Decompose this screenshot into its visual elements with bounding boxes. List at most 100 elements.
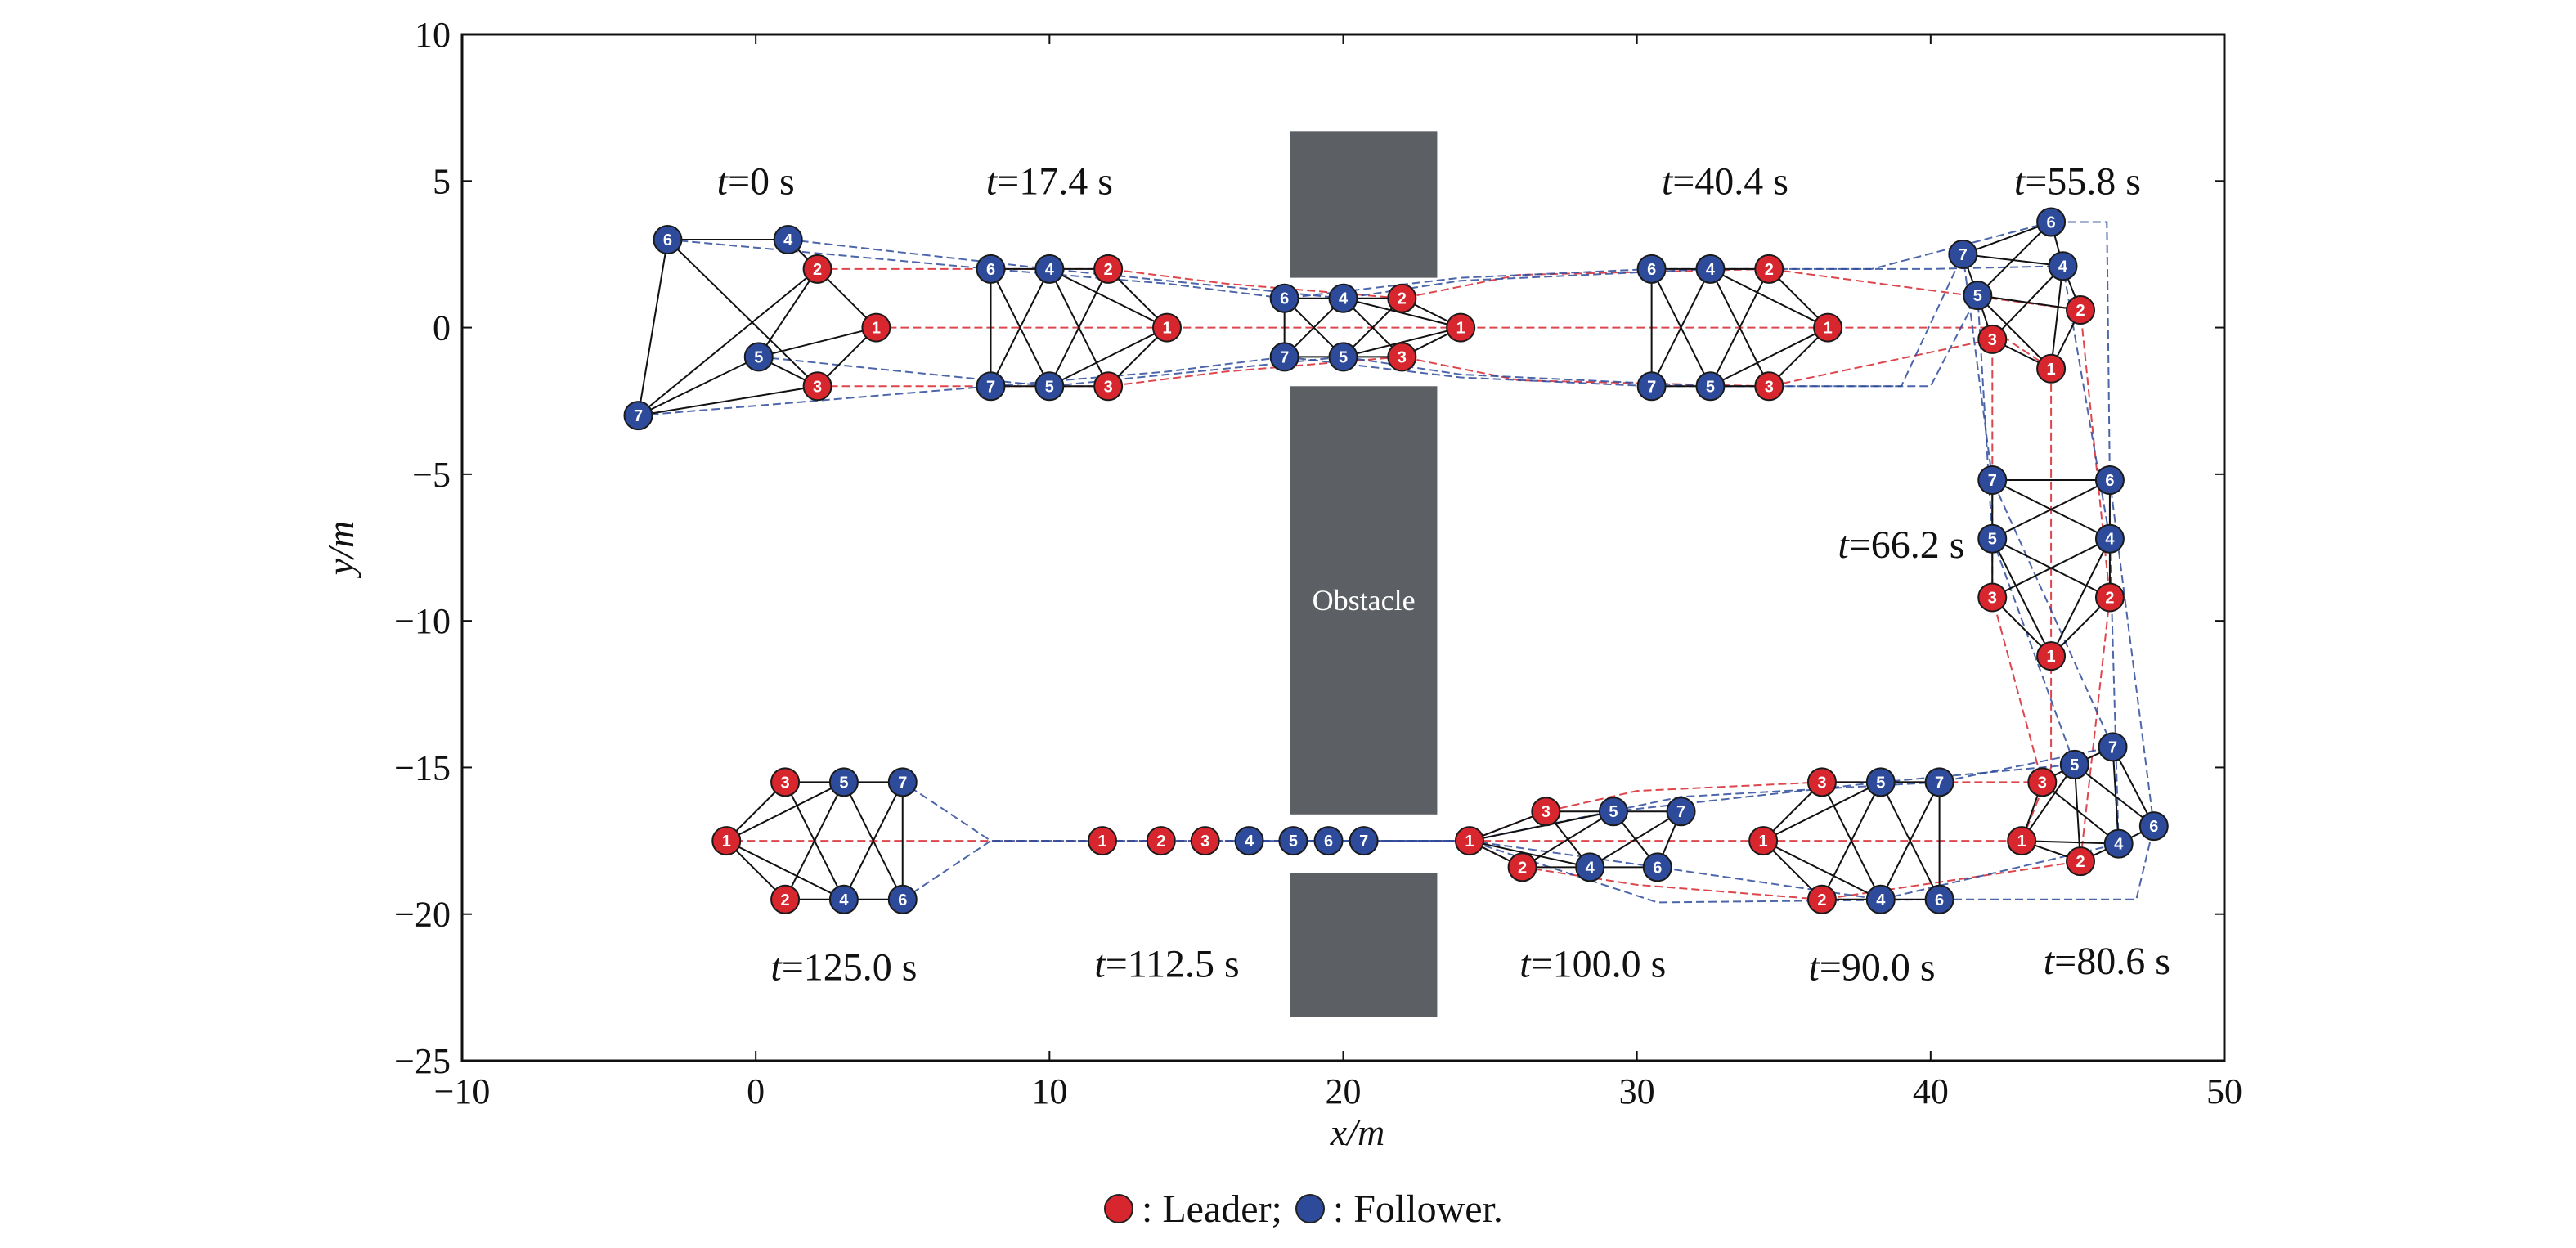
node-id-label: 3 bbox=[1542, 803, 1551, 821]
leader-node bbox=[1806, 884, 1837, 914]
leader-node bbox=[2036, 641, 2067, 671]
leader-node bbox=[1446, 312, 1476, 343]
formation-edge bbox=[1977, 221, 2052, 296]
formation-edge bbox=[784, 781, 845, 900]
formation-edge bbox=[1048, 267, 1168, 329]
x-tick-label: 0 bbox=[747, 1071, 765, 1111]
follower-node bbox=[2138, 811, 2169, 842]
y-tick-label: 5 bbox=[433, 161, 451, 201]
node-id-label: 2 bbox=[1156, 833, 1165, 851]
follower-node bbox=[1642, 852, 1672, 882]
obstacle-block-1 bbox=[1290, 131, 1438, 278]
x-tick-label: 20 bbox=[1326, 1071, 1362, 1111]
node-id-label: 4 bbox=[1706, 261, 1716, 279]
formation-edge bbox=[1991, 538, 2052, 657]
formation-edge bbox=[666, 239, 819, 388]
node-id-label: 6 bbox=[1647, 261, 1656, 279]
formation-edge bbox=[1469, 840, 1591, 869]
follower-node bbox=[1963, 281, 1993, 311]
follower-node bbox=[1695, 371, 1726, 402]
snapshot-time-label: t=80.6 s bbox=[2044, 940, 2170, 983]
formation-edge bbox=[1710, 267, 1829, 329]
node-id-label: 5 bbox=[1706, 378, 1715, 396]
leader-node bbox=[711, 826, 742, 856]
formation-edge bbox=[1709, 268, 1770, 387]
follower-trajectory-7 bbox=[638, 251, 2114, 842]
node-id-label: 6 bbox=[986, 261, 995, 279]
node-id-label: 5 bbox=[1988, 531, 1997, 549]
node-id-label: 1 bbox=[722, 833, 731, 851]
formation-edge bbox=[1977, 294, 2081, 312]
leader-trajectory-2 bbox=[817, 267, 2111, 900]
node-id-label: 4 bbox=[2105, 531, 2115, 549]
formation-edge bbox=[1710, 326, 1829, 388]
leader-node bbox=[1087, 826, 1117, 856]
leader-node bbox=[1454, 826, 1484, 856]
formation-edge bbox=[1991, 479, 2111, 540]
leader-node bbox=[861, 312, 891, 343]
node-id-label: 6 bbox=[2149, 818, 2158, 836]
leader-node bbox=[1093, 371, 1124, 402]
node-id-label: 5 bbox=[839, 774, 848, 792]
leader-node bbox=[802, 371, 832, 402]
time-variable: t bbox=[1519, 943, 1532, 986]
obstacle-label: Obstacle bbox=[1313, 584, 1416, 617]
leader-node bbox=[2066, 846, 2096, 877]
leader-node bbox=[1387, 283, 1417, 313]
leader-node bbox=[2007, 826, 2037, 856]
node-id-label: 6 bbox=[898, 891, 907, 909]
node-id-label: 6 bbox=[2105, 472, 2114, 490]
node-id-label: 3 bbox=[781, 774, 790, 792]
node-id-label: 7 bbox=[2108, 738, 2117, 756]
y-tick-label: −15 bbox=[394, 747, 451, 788]
node-id-label: 1 bbox=[2017, 833, 2026, 851]
follower-node bbox=[2059, 749, 2089, 779]
follower-node bbox=[2048, 251, 2078, 281]
obstacle-layer: Obstacle bbox=[1290, 131, 1438, 1017]
x-tick-label: 30 bbox=[1619, 1071, 1655, 1111]
obstacle-block-3 bbox=[1290, 873, 1438, 1017]
x-tick-label: −10 bbox=[434, 1071, 491, 1111]
follower-node bbox=[1865, 884, 1896, 914]
node-id-label: 6 bbox=[1324, 833, 1333, 851]
follower-node bbox=[2094, 523, 2125, 554]
formation-edge bbox=[2050, 538, 2111, 657]
y-tick-label: −10 bbox=[394, 601, 451, 641]
node-id-label: 1 bbox=[1759, 833, 1768, 851]
formation-edge bbox=[1991, 537, 2111, 599]
follower-node bbox=[1924, 767, 1954, 797]
follower-node bbox=[1034, 371, 1065, 402]
follower-node bbox=[976, 254, 1006, 284]
follower-node bbox=[1234, 826, 1264, 856]
follower-node bbox=[773, 225, 803, 254]
snapshot-time-label: t=55.8 s bbox=[2014, 159, 2141, 203]
follower-trajectory-5 bbox=[758, 292, 2076, 842]
formation-edge bbox=[1048, 268, 1110, 387]
node-id-label: 6 bbox=[1935, 891, 1944, 909]
node-id-label: 5 bbox=[1973, 287, 1982, 305]
node-id-label: 5 bbox=[1045, 378, 1054, 396]
formation-edge bbox=[638, 356, 760, 417]
node-id-label: 2 bbox=[781, 891, 790, 909]
node-id-label: 6 bbox=[2047, 213, 2056, 231]
time-value: =55.8 s bbox=[2025, 159, 2141, 203]
follower-node bbox=[1349, 826, 1379, 856]
node-id-label: 2 bbox=[1765, 261, 1774, 279]
snapshot-time-label: t=112.5 s bbox=[1094, 943, 1239, 986]
node-id-label: 7 bbox=[986, 378, 995, 396]
node-id-label: 3 bbox=[1398, 348, 1407, 366]
follower-node bbox=[2103, 828, 2134, 859]
leader-node bbox=[1387, 342, 1417, 372]
follower-node bbox=[1328, 342, 1358, 372]
formation-edge bbox=[2112, 746, 2155, 827]
y-axis-label: y/m bbox=[320, 521, 361, 578]
snapshot-time-label: t=66.2 s bbox=[1838, 523, 1964, 567]
follower-node bbox=[743, 342, 774, 372]
x-tick-label: 40 bbox=[1913, 1071, 1949, 1111]
leader-node bbox=[2036, 353, 2067, 384]
leader-node bbox=[2027, 767, 2058, 797]
node-id-label: 4 bbox=[1045, 261, 1055, 279]
node-id-label: 4 bbox=[1876, 891, 1886, 909]
node-id-label: 2 bbox=[2105, 589, 2114, 607]
time-variable: t bbox=[717, 159, 729, 203]
